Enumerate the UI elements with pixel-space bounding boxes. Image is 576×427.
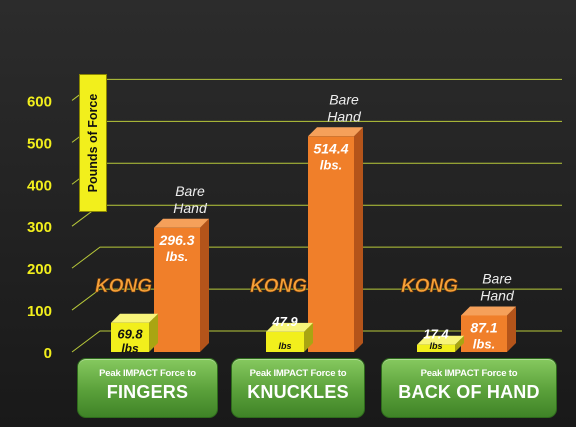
category-title: KNUCKLES	[247, 382, 349, 402]
category-pill-fingers: Peak IMPACT Force to FINGERS	[77, 358, 218, 418]
series-label-bare-hand: Hand	[173, 200, 208, 216]
bare-hand-unit-label: lbs.	[166, 249, 188, 264]
kong-bar-side	[455, 335, 464, 352]
gridline	[71, 288, 562, 311]
bare-hand-unit-label: lbs.	[320, 157, 342, 172]
y-axis-title: Pounds of Force	[86, 93, 100, 193]
series-label-kong: KONG	[95, 276, 152, 297]
kong-value-label: 69.8	[117, 327, 143, 342]
y-axis-title-box: Pounds of Force	[79, 74, 107, 212]
kong-bar-side	[304, 322, 313, 352]
category-title: FINGERS	[106, 382, 189, 402]
bare-hand-bar	[308, 136, 354, 352]
bare-hand-bar-top	[308, 127, 363, 137]
kong-bar	[417, 344, 455, 352]
y-tick-label: 100	[27, 303, 52, 320]
kong-bar	[111, 322, 149, 352]
kong-unit-label: lbs	[278, 341, 291, 351]
bare-hand-value-label: 296.3	[158, 232, 194, 248]
kong-bar-side	[149, 313, 158, 352]
series-label-kong: KONG	[401, 276, 458, 297]
bare-hand-bar	[461, 315, 507, 352]
series-label-bare-hand: Bare	[482, 270, 512, 286]
kong-bar-top	[266, 322, 313, 332]
kong-bar-top	[417, 335, 464, 345]
y-tick-label: 500	[27, 135, 52, 152]
series-label-bare-hand: Bare	[175, 183, 205, 199]
bare-hand-bar-top	[154, 218, 209, 228]
category-pill-back-of-hand: Peak IMPACT Force to BACK OF HAND	[381, 358, 557, 418]
kong-bar	[266, 331, 304, 352]
kong-value-label: 47.9	[271, 314, 298, 329]
category-subtitle: Peak IMPACT Force to	[99, 368, 196, 379]
series-label-bare-hand: Hand	[480, 287, 515, 303]
bare-hand-bar-side	[354, 127, 363, 353]
gridline	[71, 246, 562, 269]
bare-hand-bar	[154, 227, 200, 352]
kong-unit-label: lbs	[121, 342, 139, 356]
bare-hand-unit-label: lbs.	[473, 336, 495, 351]
y-tick-label: 0	[44, 345, 52, 362]
bare-hand-bar-side	[200, 218, 209, 352]
series-label-bare-hand: Bare	[329, 91, 359, 107]
kong-value-label: 17.4	[423, 327, 449, 342]
series-label-bare-hand: Hand	[327, 108, 362, 124]
y-tick-label: 400	[27, 177, 52, 194]
category-pill-knuckles: Peak IMPACT Force to KNUCKLES	[231, 358, 365, 418]
bare-hand-bar-top	[461, 306, 516, 316]
bare-hand-bar-side	[507, 306, 516, 352]
category-subtitle: Peak IMPACT Force to	[249, 368, 347, 379]
y-tick-label: 300	[27, 219, 52, 236]
series-label-kong: KONG	[250, 276, 307, 297]
bare-hand-value-label: 514.4	[313, 140, 348, 156]
kong-unit-label: lbs	[429, 341, 442, 351]
y-tick-label: 600	[27, 93, 52, 110]
gridline	[71, 330, 562, 353]
category-title: BACK OF HAND	[398, 382, 540, 402]
bare-hand-value-label: 87.1	[470, 319, 497, 335]
kong-bar-top	[111, 313, 158, 323]
category-subtitle: Peak IMPACT Force to	[420, 368, 518, 379]
y-tick-label: 200	[27, 261, 52, 278]
